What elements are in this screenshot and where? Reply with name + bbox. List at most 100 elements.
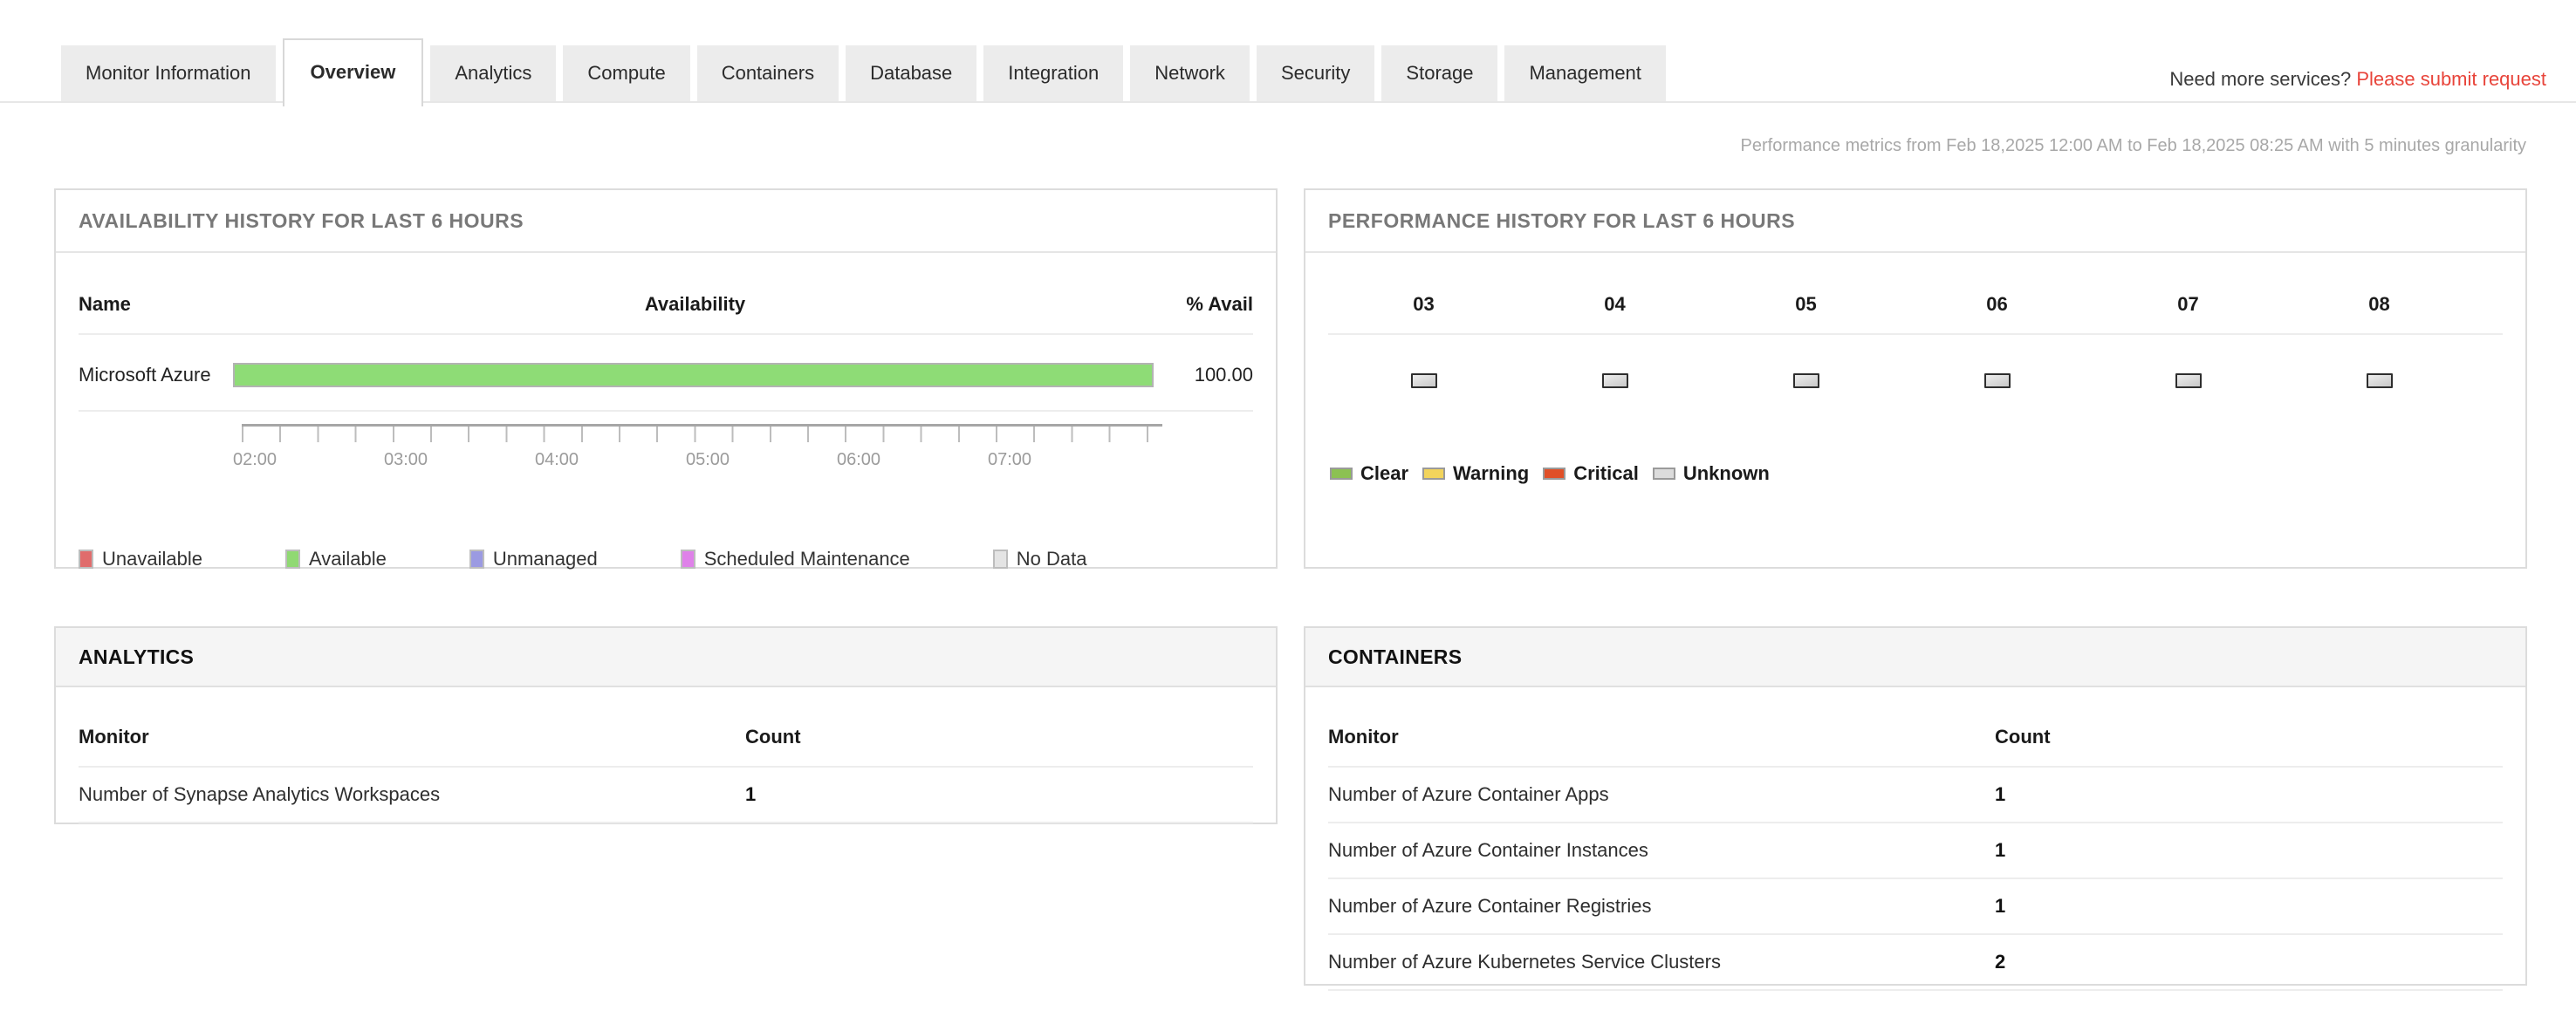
axis-label: 06:00 xyxy=(836,450,881,469)
analytics-panel: ANALYTICS Monitor Count Number of Synaps… xyxy=(54,626,1278,824)
table-row: Number of Azure Container Apps 1 xyxy=(1328,768,2503,823)
axis-label: 07:00 xyxy=(987,450,1032,469)
hour-header: 06 xyxy=(1986,293,2008,315)
analytics-panel-title: ANALYTICS xyxy=(56,628,1276,687)
monitor-count: 1 xyxy=(745,783,757,805)
monitor-name: Number of Azure Container Registries xyxy=(1328,895,1652,917)
col-header-percent-avail: % Avail xyxy=(1186,293,1253,315)
col-header-count: Count xyxy=(745,726,801,748)
hour-header: 03 xyxy=(1413,293,1435,315)
legend-label: Critical xyxy=(1573,462,1639,484)
hour-header: 05 xyxy=(1795,293,1817,315)
axis-tick-strip xyxy=(242,424,1162,442)
legend-label: Unknown xyxy=(1682,462,1770,484)
status-cell-06 xyxy=(1901,373,2093,393)
monitor-name: Number of Azure Container Apps xyxy=(1328,783,1609,805)
legend-item-scheduled-maintenance: Scheduled Maintenance xyxy=(680,548,910,570)
legend-label: Unavailable xyxy=(102,548,202,570)
col-header-count: Count xyxy=(1995,726,2051,748)
axis-label: 04:00 xyxy=(534,450,579,469)
no-data-swatch xyxy=(992,550,1008,569)
clear-swatch xyxy=(1330,468,1353,480)
performance-history-panel: PERFORMANCE HISTORY FOR LAST 6 HOURS 03 … xyxy=(1304,188,2527,569)
tab-security[interactable]: Security xyxy=(1256,45,1375,101)
status-box-unknown[interactable] xyxy=(1410,373,1437,388)
axis-label: 05:00 xyxy=(685,450,730,469)
status-box-unknown[interactable] xyxy=(1983,373,2011,388)
analytics-table-header: Monitor Count xyxy=(79,687,1253,768)
metrics-granularity-note: Performance metrics from Feb 18,2025 12:… xyxy=(1740,136,2526,155)
availability-table: Name Availability % Avail Microsoft Azur… xyxy=(79,253,1253,508)
containers-panel-title: CONTAINERS xyxy=(1305,628,2525,687)
hour-header: 04 xyxy=(1604,293,1626,315)
containers-panel: CONTAINERS Monitor Count Number of Azure… xyxy=(1304,626,2527,991)
monitor-count: 2 xyxy=(1995,951,2006,973)
col-header-monitor: Monitor xyxy=(1328,726,1399,748)
legend-label: Unmanaged xyxy=(492,548,598,570)
monitor-name: Number of Synapse Analytics Workspaces xyxy=(79,783,441,805)
legend-item-available: Available xyxy=(284,548,387,570)
col-header-name: Name xyxy=(79,293,131,315)
analytics-table: Monitor Count Number of Synapse Analytic… xyxy=(79,687,1253,823)
performance-hours-header: 03 04 05 06 07 08 xyxy=(1328,253,2503,335)
axis-label: 03:00 xyxy=(383,450,428,469)
legend-item-no-data: No Data xyxy=(992,548,1087,570)
availability-table-header: Name Availability % Avail xyxy=(79,253,1253,335)
tab-compute[interactable]: Compute xyxy=(563,45,690,101)
availability-panel-title: AVAILABILITY HISTORY FOR LAST 6 HOURS xyxy=(56,190,1276,253)
hour-header: 07 xyxy=(2177,293,2199,315)
tab-integration[interactable]: Integration xyxy=(983,45,1124,101)
status-cell-05 xyxy=(1710,373,1901,393)
tab-monitor-information[interactable]: Monitor Information xyxy=(61,45,276,101)
scheduled-maintenance-swatch xyxy=(680,550,695,569)
legend-item-unavailable: Unavailable xyxy=(79,548,202,570)
axis-label: 02:00 xyxy=(232,450,277,469)
critical-swatch xyxy=(1543,468,1566,480)
legend-item-clear: Clear xyxy=(1330,462,1408,485)
status-box-unknown[interactable] xyxy=(1601,373,1628,388)
col-header-monitor: Monitor xyxy=(79,726,149,748)
availability-row: Microsoft Azure 100.00 xyxy=(79,335,1253,412)
table-row: Number of Synapse Analytics Workspaces 1 xyxy=(79,768,1253,823)
col-header-availability: Availability xyxy=(644,293,746,315)
status-cell-08 xyxy=(2284,373,2475,393)
availability-bar[interactable] xyxy=(233,363,1154,387)
containers-table: Monitor Count Number of Azure Container … xyxy=(1328,687,2503,991)
legend-label: Clear xyxy=(1360,462,1409,484)
availability-history-panel: AVAILABILITY HISTORY FOR LAST 6 HOURS Na… xyxy=(54,188,1278,570)
monitor-name: Microsoft Azure xyxy=(79,364,211,386)
monitor-name: Number of Azure Kubernetes Service Clust… xyxy=(1328,951,1721,973)
table-row: Number of Azure Kubernetes Service Clust… xyxy=(1328,935,2503,991)
tabbar-divider xyxy=(0,101,2576,103)
status-cell-07 xyxy=(2093,373,2284,393)
status-box-unknown[interactable] xyxy=(2175,373,2202,388)
performance-legend: Clear Warning Critical Unknown xyxy=(1330,462,2525,485)
tab-storage[interactable]: Storage xyxy=(1381,45,1498,101)
legend-item-critical: Critical xyxy=(1543,462,1639,485)
tab-management[interactable]: Management xyxy=(1504,45,1666,101)
performance-table: 03 04 05 06 07 08 xyxy=(1328,253,2503,393)
tab-overview[interactable]: Overview xyxy=(282,38,424,106)
available-swatch xyxy=(284,550,300,569)
legend-label: No Data xyxy=(1016,548,1087,570)
warning-swatch xyxy=(1422,468,1446,480)
status-box-unknown[interactable] xyxy=(1792,373,1819,388)
submit-request-link[interactable]: Please submit request xyxy=(2356,68,2546,90)
table-row: Number of Azure Container Registries 1 xyxy=(1328,879,2503,935)
availability-time-axis: 02:00 03:00 04:00 05:00 06:00 07:00 xyxy=(233,424,1162,508)
status-cell-04 xyxy=(1519,373,1710,393)
tab-containers[interactable]: Containers xyxy=(696,45,839,101)
tabbar: Monitor Information Overview Analytics C… xyxy=(61,38,1666,106)
unavailable-swatch xyxy=(79,550,93,569)
tab-analytics[interactable]: Analytics xyxy=(430,45,557,101)
status-box-unknown[interactable] xyxy=(2366,373,2393,388)
need-more-services: Need more services? Please submit reques… xyxy=(2169,68,2546,91)
monitor-count: 1 xyxy=(1995,839,2006,861)
hour-header: 08 xyxy=(2368,293,2390,315)
legend-item-warning: Warning xyxy=(1422,462,1529,485)
monitor-count: 1 xyxy=(1995,783,2006,805)
table-row: Number of Azure Container Instances 1 xyxy=(1328,823,2503,879)
tab-database[interactable]: Database xyxy=(846,45,977,101)
tab-network[interactable]: Network xyxy=(1130,45,1250,101)
